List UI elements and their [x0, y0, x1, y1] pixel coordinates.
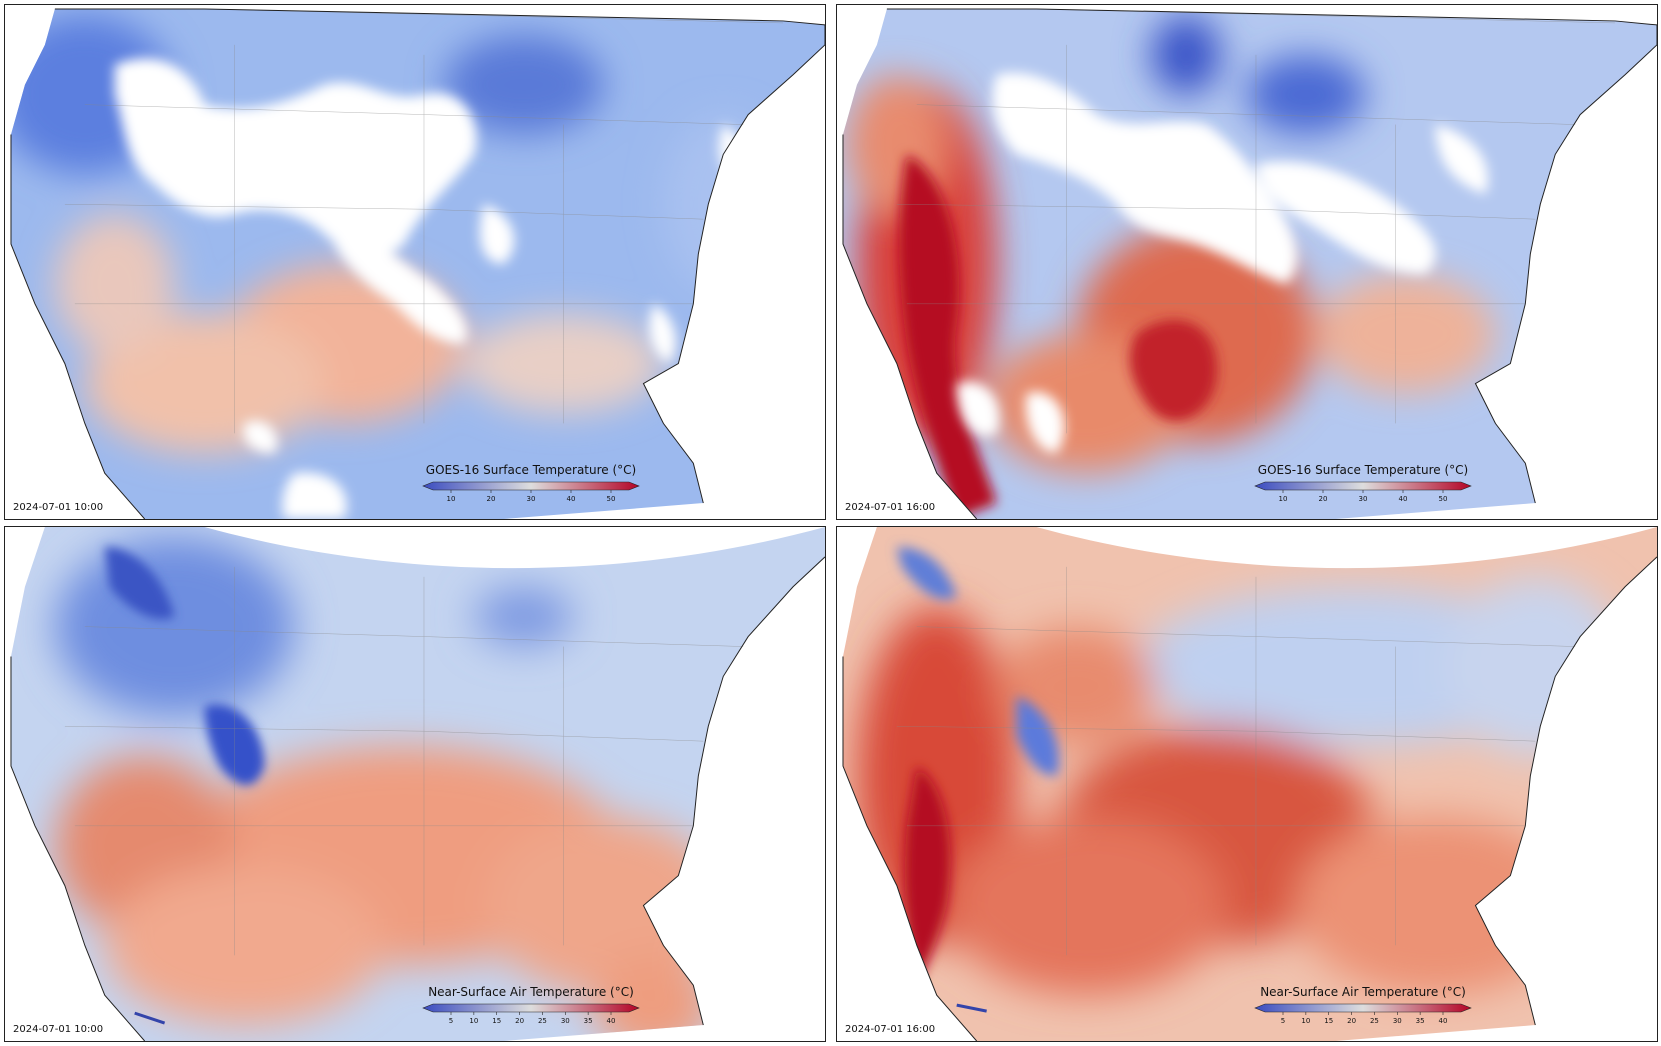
colorbar-tick-label: 40	[1439, 1017, 1448, 1025]
temperature-field	[10, 527, 825, 1041]
colorbar-tick-label: 10	[1301, 1017, 1310, 1025]
colorbar-tick-label: 15	[1324, 1017, 1333, 1025]
colorbar-legend: Near-Surface Air Temperature (°C) 5 10 15 2…	[421, 985, 641, 1033]
colorbar-tick-label: 40	[607, 1017, 616, 1025]
colorbar-tick-label: 50	[1439, 495, 1448, 503]
timestamp-label: 2024-07-01 16:00	[845, 1024, 936, 1035]
colorbar: 10 20 30 40 50	[1254, 481, 1472, 503]
colorbar-tick-label: 25	[538, 1017, 547, 1025]
colorbar-tick-label: 20	[487, 495, 496, 503]
colorbar-title: GOES-16 Surface Temperature (°C)	[1257, 463, 1469, 477]
colorbar-tick-label: 5	[449, 1017, 453, 1025]
temperature-field	[10, 8, 825, 519]
colorbar-tick-label: 20	[1347, 1017, 1356, 1025]
colorbar-gradient	[1254, 481, 1472, 491]
colorbar-tick-label: 5	[1281, 1017, 1285, 1025]
temperature-field	[842, 527, 1657, 1041]
colorbar-title: GOES-16 Surface Temperature (°C)	[425, 463, 637, 477]
timestamp-label: 2024-07-01 10:00	[13, 1024, 104, 1035]
colorbar-tick-label: 40	[1399, 495, 1408, 503]
colorbar-gradient	[422, 1003, 640, 1013]
timestamp-label: 2024-07-01 16:00	[845, 502, 936, 513]
colorbar-legend: Near-Surface Air Temperature (°C) 5 10 15 2…	[1253, 985, 1473, 1033]
colorbar-tick-label: 50	[607, 495, 616, 503]
colorbar-tick-label: 25	[1370, 1017, 1379, 1025]
colorbar-tick-label: 35	[584, 1017, 593, 1025]
colorbar-gradient	[422, 481, 640, 491]
colorbar-tick-label: 10	[447, 495, 456, 503]
colorbar-tick-label: 20	[1319, 495, 1328, 503]
colorbar: 5 10 15 20 25 30 35 40	[1254, 1003, 1472, 1025]
colorbar-legend: GOES-16 Surface Temperature (°C) 10 20 30 4…	[421, 463, 641, 511]
map-panel-surface-10h: GOES-16 Surface Temperature (°C) 10 20 30 4…	[4, 4, 826, 520]
colorbar-tick-label: 30	[1359, 495, 1368, 503]
colorbar-tick-label: 15	[492, 1017, 501, 1025]
colorbar-tick-label: 30	[527, 495, 536, 503]
temperature-field	[842, 8, 1657, 519]
colorbar-title: Near-Surface Air Temperature (°C)	[1260, 985, 1466, 999]
colorbar-tick-label: 30	[561, 1017, 570, 1025]
colorbar-gradient	[1254, 1003, 1472, 1013]
colorbar-tick-label: 10	[469, 1017, 478, 1025]
colorbar: 10 20 30 40 50	[422, 481, 640, 503]
colorbar-title: Near-Surface Air Temperature (°C)	[428, 985, 634, 999]
colorbar-legend: GOES-16 Surface Temperature (°C) 10 20 30 4…	[1253, 463, 1473, 511]
timestamp-label: 2024-07-01 10:00	[13, 502, 104, 513]
colorbar-tick-label: 35	[1416, 1017, 1425, 1025]
colorbar: 5 10 15 20 25 30 35 40	[422, 1003, 640, 1025]
map-panel-air-16h: Near-Surface Air Temperature (°C) 5 10 15 2…	[836, 526, 1658, 1042]
colorbar-tick-label: 20	[515, 1017, 524, 1025]
map-panel-surface-16h: GOES-16 Surface Temperature (°C) 10 20 30 4…	[836, 4, 1658, 520]
colorbar-tick-label: 30	[1393, 1017, 1402, 1025]
colorbar-tick-label: 10	[1279, 495, 1288, 503]
map-panel-air-10h: Near-Surface Air Temperature (°C) 5 10 15 2…	[4, 526, 826, 1042]
colorbar-tick-label: 40	[567, 495, 576, 503]
